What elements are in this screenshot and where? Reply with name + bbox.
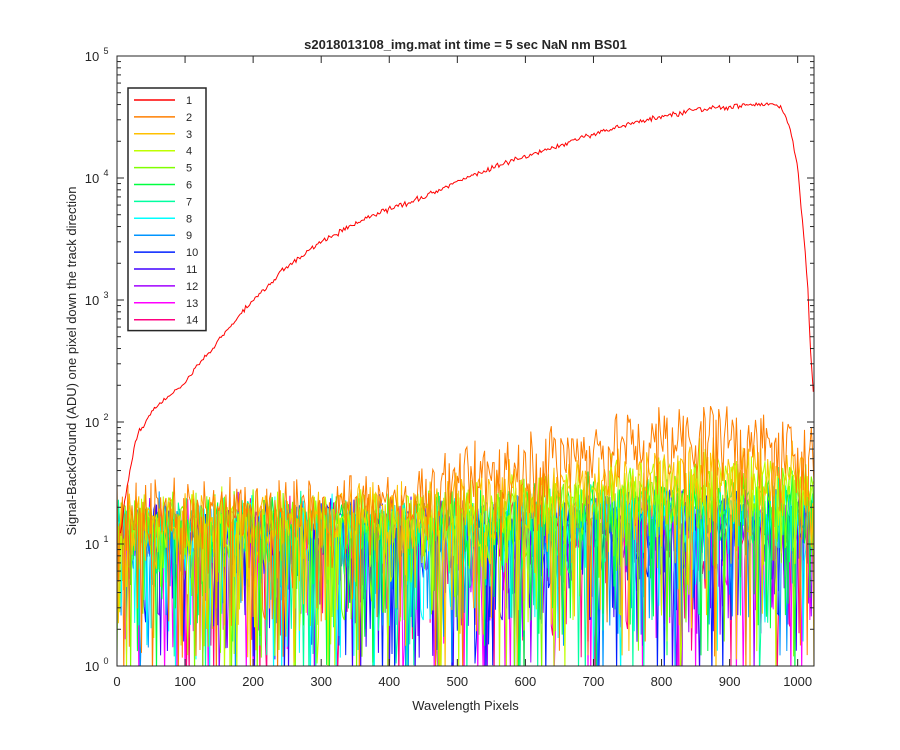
x-tick-label: 0	[113, 674, 120, 689]
y-tick-exponent: 0	[103, 656, 108, 666]
legend-label: 2	[186, 112, 192, 124]
y-tick-label: 10	[85, 293, 99, 308]
y-tick-exponent: 5	[103, 46, 108, 56]
series-line-2	[117, 406, 814, 666]
x-tick-label: 900	[719, 674, 741, 689]
x-tick-label: 300	[310, 674, 332, 689]
legend-label: 11	[186, 264, 197, 276]
chart-title: s2018013108_img.mat int time = 5 sec NaN…	[304, 37, 627, 52]
x-tick-label: 700	[583, 674, 605, 689]
plot-frame	[116, 55, 815, 667]
y-tick-exponent: 3	[103, 290, 108, 300]
legend-label: 13	[186, 298, 198, 310]
legend-label: 3	[186, 129, 192, 141]
y-tick-label: 10	[85, 49, 99, 64]
x-tick-label: 500	[446, 674, 468, 689]
legend-label: 6	[186, 180, 192, 192]
y-tick-label: 10	[85, 415, 99, 430]
legend-label: 5	[186, 163, 192, 175]
legend-label: 10	[186, 247, 198, 259]
x-tick-label: 1000	[783, 674, 812, 689]
x-tick-label: 800	[651, 674, 673, 689]
legend-box	[127, 87, 207, 332]
legend-label: 8	[186, 213, 192, 225]
legend-label: 12	[186, 281, 198, 293]
x-tick-label: 200	[242, 674, 264, 689]
x-tick-label: 400	[378, 674, 400, 689]
y-tick-label: 10	[85, 171, 99, 186]
legend-label: 14	[186, 315, 198, 327]
legend-label: 7	[186, 196, 192, 208]
y-tick-label: 10	[85, 659, 99, 674]
legend-label: 9	[186, 230, 192, 242]
series-layer	[117, 101, 814, 666]
y-tick-exponent: 2	[103, 412, 108, 422]
legend-label: 4	[186, 146, 192, 158]
series-line-3	[117, 437, 814, 666]
x-tick-label: 100	[174, 674, 196, 689]
y-tick-label: 10	[85, 537, 99, 552]
x-axis-label: Wavelength Pixels	[412, 698, 519, 713]
y-tick-exponent: 4	[103, 168, 108, 178]
x-tick-label: 600	[515, 674, 537, 689]
y-tick-exponent: 1	[103, 534, 108, 544]
legend-label: 1	[186, 95, 192, 107]
series-line-1	[119, 101, 814, 534]
y-axis-label: Signal-BackGround (ADU) one pixel down t…	[64, 186, 79, 535]
